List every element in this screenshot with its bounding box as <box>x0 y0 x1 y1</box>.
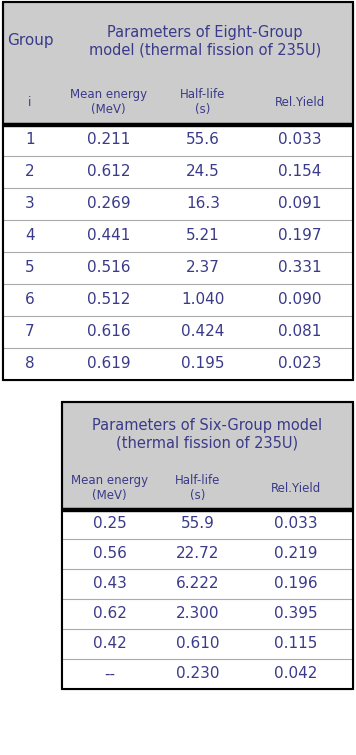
Text: --: -- <box>104 667 115 682</box>
Bar <box>62 569 353 599</box>
Bar <box>3 284 353 316</box>
Text: Mean energy
(MeV): Mean energy (MeV) <box>70 88 147 116</box>
Text: Group: Group <box>7 33 53 48</box>
Text: 0.042: 0.042 <box>274 667 318 682</box>
Text: 0.115: 0.115 <box>274 636 318 652</box>
Text: 1: 1 <box>25 132 35 147</box>
Bar <box>62 629 353 659</box>
Text: 6: 6 <box>25 292 35 307</box>
Text: 0.033: 0.033 <box>278 132 321 147</box>
Text: 55.6: 55.6 <box>186 132 220 147</box>
Text: 6.222: 6.222 <box>176 577 220 591</box>
Bar <box>62 509 353 539</box>
Text: 22.72: 22.72 <box>176 547 220 562</box>
Text: 0.25: 0.25 <box>93 516 126 532</box>
Text: 0.43: 0.43 <box>93 577 126 591</box>
Text: 2: 2 <box>25 165 35 180</box>
Bar <box>3 188 353 220</box>
Bar <box>3 252 353 284</box>
Text: Rel.Yield: Rel.Yield <box>271 482 321 495</box>
Text: 0.219: 0.219 <box>274 547 318 562</box>
Bar <box>3 348 353 380</box>
Text: 0.395: 0.395 <box>274 606 318 621</box>
Text: 0.62: 0.62 <box>93 606 126 621</box>
Text: 4: 4 <box>25 229 35 244</box>
Text: 0.230: 0.230 <box>176 667 220 682</box>
Text: 0.211: 0.211 <box>87 132 130 147</box>
Text: 55.9: 55.9 <box>181 516 215 532</box>
Text: 5.21: 5.21 <box>186 229 220 244</box>
Bar <box>62 599 353 629</box>
Text: 0.612: 0.612 <box>87 165 130 180</box>
Text: 0.619: 0.619 <box>87 356 130 371</box>
Text: 0.091: 0.091 <box>278 196 321 211</box>
Text: 0.42: 0.42 <box>93 636 126 652</box>
Bar <box>3 2 353 380</box>
Bar <box>62 539 353 569</box>
Bar <box>62 402 353 689</box>
Text: 0.441: 0.441 <box>87 229 130 244</box>
Bar <box>62 659 353 689</box>
Text: 2.37: 2.37 <box>186 260 220 276</box>
Text: 8: 8 <box>25 356 35 371</box>
Bar <box>3 220 353 252</box>
Text: 0.023: 0.023 <box>278 356 321 371</box>
Text: 16.3: 16.3 <box>186 196 220 211</box>
Text: Parameters of Six-Group model
(thermal fission of 235U): Parameters of Six-Group model (thermal f… <box>93 418 323 451</box>
Text: 1.040: 1.040 <box>181 292 225 307</box>
Text: 5: 5 <box>25 260 35 276</box>
Text: 0.196: 0.196 <box>274 577 318 591</box>
Text: Mean energy
(MeV): Mean energy (MeV) <box>71 474 148 502</box>
Text: 7: 7 <box>25 325 35 340</box>
Text: 2.300: 2.300 <box>176 606 220 621</box>
Text: 0.081: 0.081 <box>278 325 321 340</box>
Bar <box>3 316 353 348</box>
Text: 0.610: 0.610 <box>176 636 220 652</box>
Text: 3: 3 <box>25 196 35 211</box>
Text: 0.269: 0.269 <box>87 196 130 211</box>
Text: 0.331: 0.331 <box>278 260 321 276</box>
Text: 0.154: 0.154 <box>278 165 321 180</box>
Text: Half-life
(s): Half-life (s) <box>180 88 226 116</box>
Text: 0.616: 0.616 <box>87 325 130 340</box>
Text: i: i <box>28 95 32 109</box>
Bar <box>3 124 353 156</box>
Text: Parameters of Eight-Group
model (thermal fission of 235U): Parameters of Eight-Group model (thermal… <box>89 25 321 57</box>
Text: Half-life
(s): Half-life (s) <box>175 474 221 502</box>
Text: 0.512: 0.512 <box>87 292 130 307</box>
Bar <box>3 156 353 188</box>
Text: 0.56: 0.56 <box>93 547 126 562</box>
Text: 0.195: 0.195 <box>181 356 225 371</box>
Text: Rel.Yield: Rel.Yield <box>274 95 325 109</box>
Text: 0.033: 0.033 <box>274 516 318 532</box>
Text: 0.197: 0.197 <box>278 229 321 244</box>
Text: 24.5: 24.5 <box>186 165 220 180</box>
Text: 0.424: 0.424 <box>181 325 225 340</box>
Text: 0.090: 0.090 <box>278 292 321 307</box>
Text: 0.516: 0.516 <box>87 260 130 276</box>
